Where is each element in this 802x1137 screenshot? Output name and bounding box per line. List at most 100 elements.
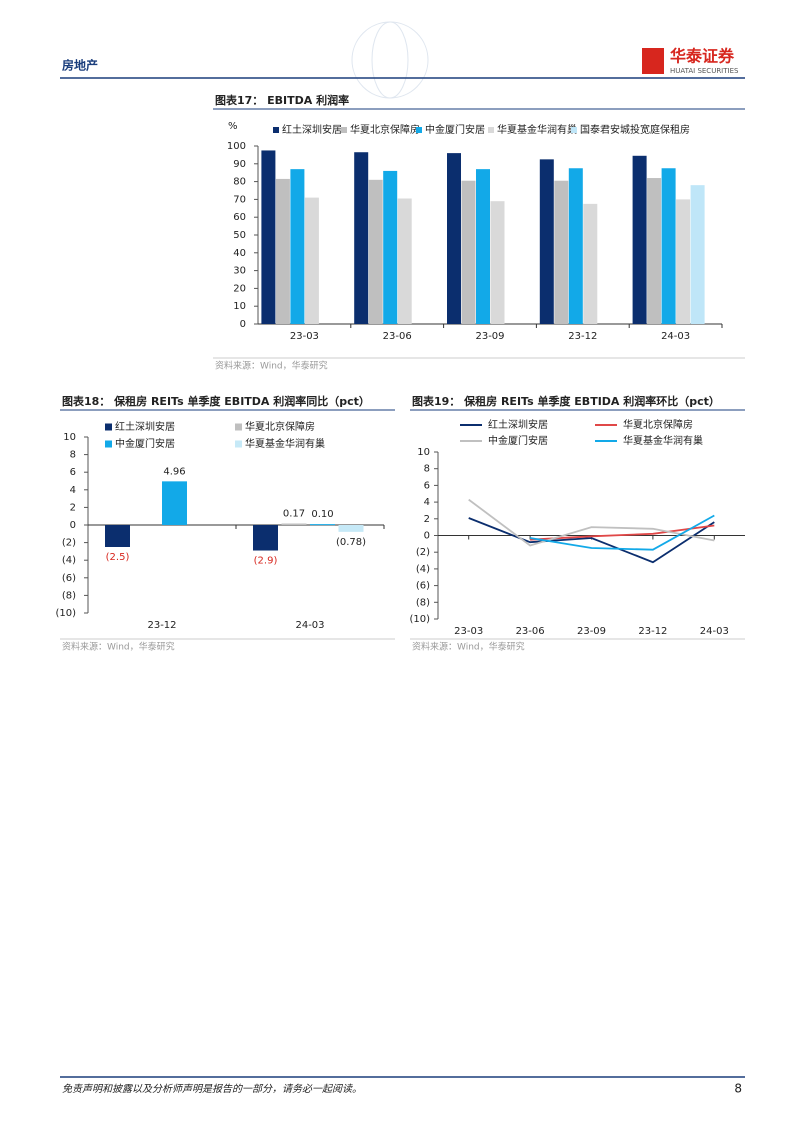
x-tick-label: 24-03 bbox=[661, 331, 690, 342]
legend-label: 红土深圳安居 bbox=[115, 420, 175, 433]
legend-label: 华夏基金华润有巢 bbox=[245, 437, 325, 450]
y-tick-label: (2) bbox=[416, 547, 430, 558]
y-tick-label: 40 bbox=[233, 248, 246, 259]
line bbox=[530, 524, 715, 541]
page-number: 8 bbox=[734, 1082, 742, 1096]
y-tick-label: (4) bbox=[62, 555, 76, 566]
bar bbox=[261, 150, 276, 324]
bar bbox=[368, 179, 383, 324]
legend-swatch bbox=[105, 440, 112, 448]
y-tick-label: 10 bbox=[233, 301, 246, 312]
bar bbox=[539, 159, 554, 324]
bar bbox=[304, 197, 319, 324]
bar bbox=[253, 525, 278, 551]
value-label: 0.10 bbox=[311, 509, 333, 520]
legend-swatch bbox=[273, 127, 279, 133]
y-unit: % bbox=[228, 121, 238, 132]
logo: 华泰证券 bbox=[670, 47, 735, 66]
y-tick-label: 4 bbox=[424, 497, 430, 508]
bar bbox=[583, 203, 598, 324]
legend-label: 中金厦门安居 bbox=[425, 123, 485, 136]
bar bbox=[647, 178, 662, 324]
bar bbox=[397, 198, 412, 324]
legend-label: 中金厦门安居 bbox=[115, 437, 175, 450]
legend-label: 华夏北京保障房 bbox=[245, 420, 315, 433]
source: 资料来源：Wind，华泰研究 bbox=[62, 641, 175, 653]
x-tick-label: 23-06 bbox=[383, 331, 412, 342]
y-tick-label: 4 bbox=[70, 485, 76, 496]
y-tick-label: 100 bbox=[227, 141, 246, 152]
y-tick-label: (4) bbox=[416, 564, 430, 575]
y-tick-label: (6) bbox=[416, 581, 430, 592]
x-tick-label: 23-06 bbox=[516, 626, 545, 637]
bar bbox=[476, 169, 490, 324]
chart-title: 图表18： 保租房 REITs 单季度 EBITDA 利润率同比（pct） bbox=[62, 394, 370, 408]
section: 房地产 bbox=[62, 58, 98, 73]
legend-swatch bbox=[341, 127, 347, 133]
x-tick-label: 23-12 bbox=[147, 620, 176, 631]
bar bbox=[632, 155, 647, 324]
y-tick-label: 2 bbox=[424, 514, 430, 525]
y-tick-label: 10 bbox=[63, 432, 76, 443]
x-tick-label: 24-03 bbox=[700, 626, 729, 637]
value-label: (0.78) bbox=[336, 537, 366, 548]
value-label: (2.9) bbox=[254, 556, 278, 567]
y-tick-label: (6) bbox=[62, 573, 76, 584]
legend-swatch bbox=[416, 127, 422, 133]
bar bbox=[490, 201, 505, 324]
x-tick-label: 23-03 bbox=[290, 331, 319, 342]
x-tick-label: 23-12 bbox=[638, 626, 667, 637]
legend-label: 中金厦门安居 bbox=[488, 434, 548, 447]
y-tick-label: 8 bbox=[70, 450, 76, 461]
bar bbox=[568, 168, 583, 324]
y-tick-label: (8) bbox=[416, 597, 430, 608]
y-tick-label: 70 bbox=[233, 194, 246, 205]
x-tick-label: 23-03 bbox=[454, 626, 483, 637]
bar bbox=[290, 169, 305, 324]
chart-title: 图表19： 保租房 REITs 单季度 EBTIDA 利润率环比（pct） bbox=[412, 394, 720, 408]
y-tick-label: (10) bbox=[55, 608, 76, 619]
y-tick-label: 6 bbox=[424, 480, 430, 491]
bar bbox=[338, 525, 364, 532]
legend-label: 国泰君安城投宽庭保租房 bbox=[580, 123, 690, 136]
source: 资料来源：Wind，华泰研究 bbox=[215, 360, 328, 372]
x-tick-label: 23-12 bbox=[568, 331, 597, 342]
bar bbox=[105, 525, 130, 547]
legend-label: 红土深圳安居 bbox=[488, 418, 548, 431]
chart-title: 图表17： EBITDA 利润率 bbox=[215, 93, 349, 107]
value-label: 0.17 bbox=[283, 509, 305, 520]
y-tick-label: (2) bbox=[62, 538, 76, 549]
legend-swatch bbox=[571, 127, 577, 133]
value-label: 4.96 bbox=[163, 466, 185, 477]
y-tick-label: 60 bbox=[233, 212, 246, 223]
bar bbox=[661, 168, 676, 324]
line bbox=[468, 498, 715, 547]
legend-swatch bbox=[488, 127, 494, 133]
legend-swatch bbox=[235, 440, 242, 448]
legend-swatch bbox=[235, 423, 242, 431]
bar bbox=[354, 152, 369, 324]
legend-label: 华夏基金华润有巢 bbox=[623, 434, 703, 447]
bar bbox=[162, 481, 187, 525]
bar bbox=[554, 180, 569, 324]
bar bbox=[383, 170, 398, 324]
y-tick-label: 6 bbox=[70, 467, 76, 478]
legend-swatch bbox=[105, 423, 112, 431]
y-tick-label: 30 bbox=[233, 266, 246, 277]
bar bbox=[676, 199, 691, 324]
y-tick-label: 50 bbox=[233, 230, 246, 241]
bar bbox=[447, 153, 461, 324]
logo-icon bbox=[642, 48, 664, 74]
disclaimer: 免责声明和披露以及分析师声明是报告的一部分，请务必一起阅读。 bbox=[62, 1083, 362, 1095]
source: 资料来源：Wind，华泰研究 bbox=[412, 641, 525, 653]
x-tick-label: 23-09 bbox=[475, 331, 504, 342]
x-tick-label: 23-09 bbox=[577, 626, 606, 637]
y-tick-label: 0 bbox=[424, 531, 430, 542]
legend-label: 红土深圳安居 bbox=[282, 123, 342, 136]
y-tick-label: 80 bbox=[233, 177, 246, 188]
y-tick-label: 2 bbox=[70, 502, 76, 513]
y-tick-label: (8) bbox=[62, 590, 76, 601]
x-tick-label: 24-03 bbox=[295, 620, 324, 631]
y-tick-label: 20 bbox=[233, 283, 246, 294]
